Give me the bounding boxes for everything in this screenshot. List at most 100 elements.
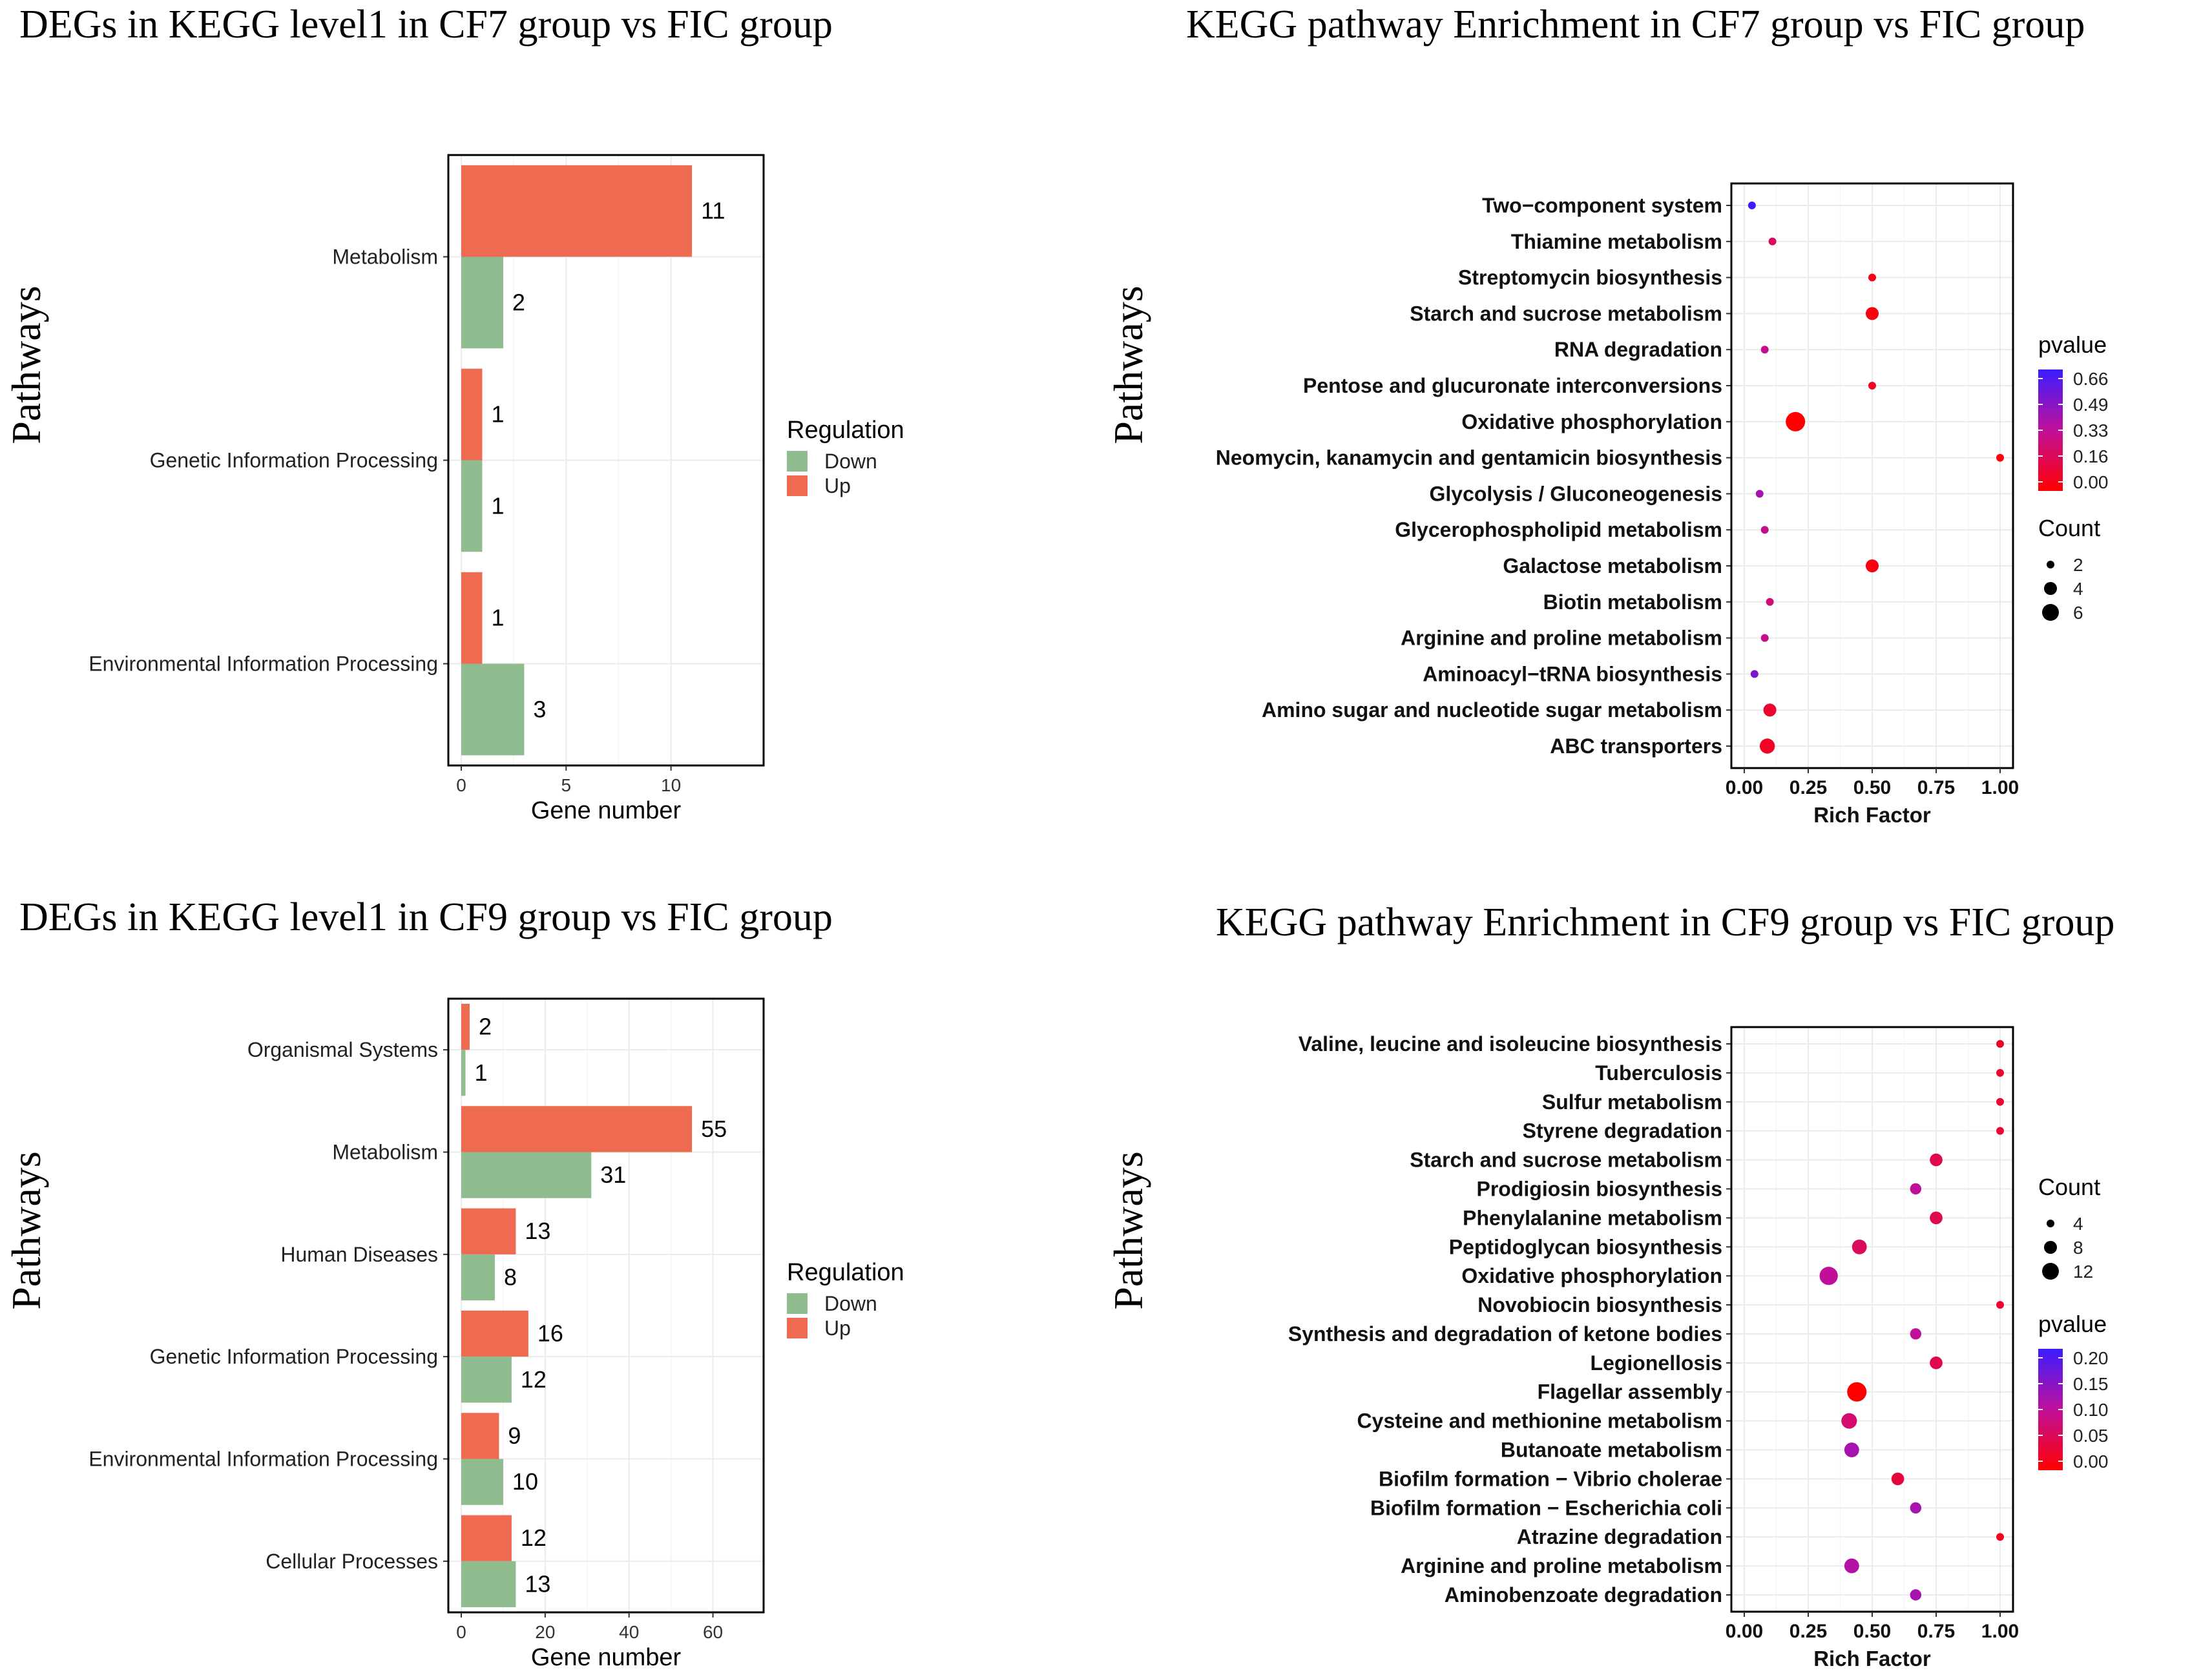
dot-chart-4: KEGG pathway Enrichment in CF9 group vs … <box>1105 900 2114 1670</box>
gridlines <box>448 999 764 1612</box>
data-point <box>1750 670 1758 678</box>
bar-down <box>461 1050 466 1096</box>
data-label-down: 12 <box>521 1366 547 1393</box>
data-point <box>1759 738 1775 754</box>
data-label-up: 12 <box>521 1524 547 1551</box>
points <box>1748 202 2004 754</box>
x-tick-label: 1.00 <box>1981 777 2019 798</box>
dot-chart-2: KEGG pathway Enrichment in CF7 group vs … <box>1105 3 2109 827</box>
y-tick-label: Organismal Systems <box>247 1038 438 1061</box>
bar-up <box>461 1003 470 1050</box>
gridlines <box>1731 1027 2013 1612</box>
y-tick-label: Human Diseases <box>280 1243 438 1266</box>
y-tick-label: Flagellar assembly <box>1538 1380 1723 1404</box>
bar-up <box>461 368 483 461</box>
count-key-point <box>2042 604 2059 621</box>
pvalue-tick-label: 0.66 <box>2073 369 2109 389</box>
data-point <box>1996 1040 2004 1048</box>
bar-up <box>461 1310 528 1357</box>
data-point <box>1996 1127 2004 1135</box>
legend-key-up <box>787 475 808 496</box>
data-point <box>1865 307 1879 320</box>
y-tick-label: Two−component system <box>1482 194 1722 217</box>
y-tick-label: Aminoacyl−tRNA biosynthesis <box>1423 662 1722 685</box>
data-point <box>1748 202 1756 209</box>
x-tick-label: 0 <box>456 775 466 795</box>
y-tick-label: Glycerophospholipid metabolism <box>1395 518 1722 541</box>
pvalue-tick-label: 0.00 <box>2073 1451 2109 1472</box>
bar-down <box>461 256 503 349</box>
bars: 2 1 55 31 13 8 16 12 9 10 12 13 <box>461 1003 727 1608</box>
bar-up <box>461 1208 516 1254</box>
data-point <box>1996 1533 2004 1541</box>
y-tick-label: Prodigiosin biosynthesis <box>1477 1177 1723 1200</box>
x-tick-label: 0.00 <box>1726 1621 1763 1642</box>
data-point <box>1996 1098 2004 1106</box>
pvalue-tick-label: 0.20 <box>2073 1348 2109 1368</box>
y-axis-label: Pathways <box>3 1151 49 1309</box>
bar-down <box>461 1152 592 1198</box>
data-point <box>1766 598 1774 606</box>
y-tick-label: Legionellosis <box>1591 1351 1722 1375</box>
bar-down <box>461 663 525 756</box>
y-tick-label: Arginine and proline metabolism <box>1401 627 1722 650</box>
data-label-down: 1 <box>491 492 504 519</box>
x-axis-label: Rich Factor <box>1813 803 1931 827</box>
legend-title-count: Count <box>2038 515 2100 541</box>
y-tick-label: RNA degradation <box>1554 338 1722 361</box>
data-label-up: 2 <box>479 1014 492 1040</box>
y-tick-label: Environmental Information Processing <box>89 652 438 676</box>
data-point <box>1865 559 1879 573</box>
y-tick-label: Thiamine metabolism <box>1511 230 1722 253</box>
y-tick-label: Streptomycin biosynthesis <box>1458 266 1722 289</box>
legend-label-up: Up <box>824 1316 851 1340</box>
count-tick-label: 4 <box>2073 579 2083 599</box>
pvalue-tick-label: 0.33 <box>2073 421 2109 441</box>
data-point <box>1852 1239 1867 1254</box>
y-tick-label: Galactose metabolism <box>1503 554 1722 577</box>
y-tick-label: Oxidative phosphorylation <box>1461 410 1722 433</box>
x-tick-label: 0.25 <box>1789 777 1827 798</box>
x-tick-label: 40 <box>619 1622 639 1642</box>
data-point <box>1760 634 1769 642</box>
count-key-point <box>2042 1263 2059 1280</box>
data-point <box>1930 1357 1943 1369</box>
x-tick-label: 0.25 <box>1789 1621 1827 1642</box>
plot-border <box>447 154 765 767</box>
y-tick-label: Atrazine degradation <box>1517 1525 1722 1548</box>
y-tick-label: Peptidoglycan biosynthesis <box>1449 1235 1722 1258</box>
pvalue-tick-label: 0.05 <box>2073 1426 2109 1446</box>
legend-pvalue: pvalue 0.66 0.49 0.33 0.16 0.00 <box>2038 331 2109 492</box>
y-tick-label: Cysteine and methionine metabolism <box>1357 1410 1722 1433</box>
chart-title: KEGG pathway Enrichment in CF9 group vs … <box>1216 900 2114 944</box>
count-key-point <box>2047 561 2054 568</box>
y-tick-label: Cellular Processes <box>266 1550 438 1573</box>
y-tick-label: Starch and sucrose metabolism <box>1410 1149 1722 1172</box>
data-point <box>1910 1589 1922 1601</box>
y-tick-label: Butanoate metabolism <box>1501 1439 1722 1462</box>
count-tick-label: 8 <box>2073 1238 2083 1258</box>
data-label-down: 10 <box>512 1468 538 1495</box>
y-tick-label: Synthesis and degradation of ketone bodi… <box>1288 1322 1722 1346</box>
legend-label-down: Down <box>824 450 877 473</box>
legend-label-down: Down <box>824 1292 877 1315</box>
legend-title-pvalue: pvalue <box>2038 1311 2107 1337</box>
data-point <box>1930 1153 1943 1167</box>
y-tick-label: Genetic Information Processing <box>150 449 438 472</box>
bar-chart-3: DEGs in KEGG level1 in CF9 group vs FIC … <box>3 895 904 1671</box>
legend-key-up <box>787 1318 808 1338</box>
y-tick-label: Arginine and proline metabolism <box>1401 1554 1722 1577</box>
y-tick-label: Phenylalanine metabolism <box>1463 1206 1722 1229</box>
bar-down <box>461 1357 512 1403</box>
data-point <box>1891 1472 1904 1486</box>
legend-title: Regulation <box>787 1259 904 1286</box>
legend-title-pvalue: pvalue <box>2038 331 2107 358</box>
y-tick-label: ABC transporters <box>1550 734 1722 758</box>
pvalue-tick-label: 0.00 <box>2073 472 2109 492</box>
pvalue-tick-label: 0.10 <box>2073 1400 2109 1420</box>
legend-pvalue: pvalue 0.20 0.15 0.10 0.05 0.00 <box>2038 1311 2109 1472</box>
legend-key-down <box>787 1293 808 1314</box>
data-label-up: 9 <box>508 1422 521 1449</box>
y-axis-label: Pathways <box>3 286 49 444</box>
